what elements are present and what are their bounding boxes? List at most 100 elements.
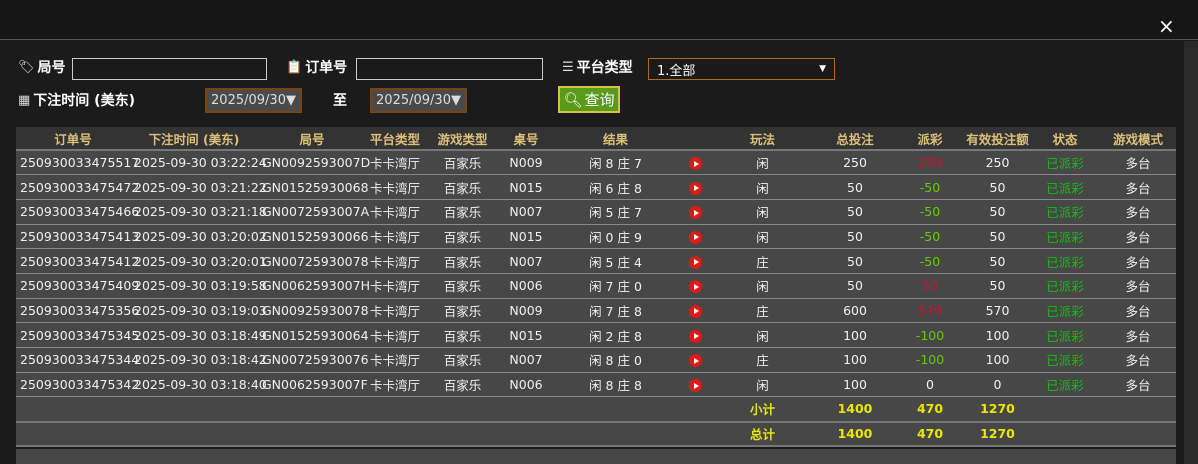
bet-option-cell: 闲: [710, 322, 815, 348]
status-cell: 已派彩: [1030, 150, 1100, 176]
total-valid-bet: 1270: [965, 421, 1030, 448]
bet-time-cell: 2025-09-30 03:18:40: [130, 372, 267, 398]
play-video-icon[interactable]: [688, 181, 702, 195]
play-video-icon[interactable]: [688, 354, 702, 368]
platform-cell: 卡卡湾厅: [366, 273, 424, 299]
video-cell[interactable]: [680, 199, 710, 225]
date-to-select[interactable]: 2025/09/30 ▼: [370, 88, 467, 113]
valid-bet-cell: 250: [965, 150, 1030, 176]
date-to-value: 2025/09/30: [376, 93, 451, 108]
table-no-cell: N009: [501, 298, 551, 324]
video-cell[interactable]: [680, 347, 710, 373]
bet-time-cell: 2025-09-30 03:22:24: [130, 150, 267, 176]
query-button[interactable]: 🔍︎ 查询: [558, 86, 620, 113]
subtotal-label: 小计: [710, 396, 815, 423]
scrollbar[interactable]: [1184, 41, 1198, 464]
result-cell: 闲 7 庄 0: [551, 273, 680, 299]
status-cell: 已派彩: [1030, 199, 1100, 225]
date-from-select[interactable]: 2025/09/30 ▼: [205, 88, 302, 113]
platform-label: ☰ 平台类型: [562, 57, 633, 77]
play-video-icon[interactable]: [688, 280, 702, 294]
table-no-cell: N007: [501, 199, 551, 225]
total-payout: 470: [895, 421, 965, 448]
platform-cell: 卡卡湾厅: [366, 322, 424, 348]
bet-option-cell: 庄: [710, 298, 815, 324]
table-no-cell: N006: [501, 372, 551, 398]
close-button[interactable]: ×: [1158, 14, 1175, 38]
video-cell[interactable]: [680, 322, 710, 348]
empty-cell: [366, 421, 424, 448]
play-video-icon[interactable]: [688, 255, 702, 269]
column-header: 总投注: [815, 127, 895, 151]
play-video-icon[interactable]: [688, 157, 702, 171]
play-video-icon[interactable]: [688, 329, 702, 343]
platform-cell: 卡卡湾厅: [366, 298, 424, 324]
bet-option-cell: 闲: [710, 174, 815, 200]
play-video-icon[interactable]: [688, 230, 702, 244]
total-bet-cell: 100: [815, 347, 895, 373]
bet-time-cell: 2025-09-30 03:18:49: [130, 322, 267, 348]
valid-bet-cell: 100: [965, 322, 1030, 348]
query-label: 查询: [584, 91, 615, 109]
order-input[interactable]: [356, 58, 543, 80]
total-label: 总计: [710, 421, 815, 448]
clipboard-icon: 📋: [286, 59, 303, 75]
search-icon: 🔍︎: [563, 90, 583, 109]
valid-bet-cell: 570: [965, 298, 1030, 324]
platform-cell: 卡卡湾厅: [366, 372, 424, 398]
round-input[interactable]: [72, 58, 267, 80]
empty-cell: [424, 421, 501, 448]
result-cell: 闲 2 庄 8: [551, 322, 680, 348]
round-id-cell: GN01525930066: [258, 224, 369, 250]
video-cell[interactable]: [680, 248, 710, 274]
table-no-cell: N015: [501, 174, 551, 200]
status-cell: 已派彩: [1030, 224, 1100, 250]
empty-cell: [258, 396, 366, 423]
table-row: 250930033475409 2025-09-30 03:19:58 GN0062…: [16, 273, 1176, 299]
bet-option-cell: 闲: [710, 224, 815, 250]
payout-cell: -100: [895, 347, 965, 373]
subtotal-row: 小计 1400 470 1270: [16, 396, 1176, 423]
status-cell: 已派彩: [1030, 372, 1100, 398]
status-cell: 已派彩: [1030, 347, 1100, 373]
play-video-icon[interactable]: [688, 206, 702, 220]
video-cell[interactable]: [680, 174, 710, 200]
order-id-cell: 250930033475409: [16, 273, 139, 299]
empty-cell: [130, 421, 258, 448]
video-cell[interactable]: [680, 372, 710, 398]
play-video-icon[interactable]: [688, 304, 702, 318]
column-header: 桌号: [501, 127, 551, 151]
column-header: 状态: [1030, 127, 1100, 151]
column-header: 游戏类型: [424, 127, 501, 151]
video-cell[interactable]: [680, 150, 710, 176]
empty-cell: [501, 421, 551, 448]
empty-cell: [551, 421, 680, 448]
game-mode-cell: 多台: [1100, 199, 1176, 225]
video-cell[interactable]: [680, 298, 710, 324]
game-mode-cell: 多台: [1100, 298, 1176, 324]
order-label: 📋 订单号: [286, 57, 347, 77]
column-header: 平台类型: [366, 127, 424, 151]
video-cell[interactable]: [680, 224, 710, 250]
order-id-cell: 250930033475517: [16, 150, 139, 176]
payout-cell: -50: [895, 248, 965, 274]
game-mode-cell: 多台: [1100, 372, 1176, 398]
empty-cell: [1100, 421, 1176, 448]
result-cell: 闲 5 庄 7: [551, 199, 680, 225]
round-label: 🏷 局号: [18, 57, 66, 77]
table-row: 250930033475356 2025-09-30 03:19:03 GN0092…: [16, 298, 1176, 324]
total-bet-cell: 600: [815, 298, 895, 324]
tag-icon: 🏷: [18, 59, 35, 75]
empty-cell: [1030, 396, 1100, 423]
platform-select[interactable]: 1.全部 ▼: [648, 58, 835, 80]
table-row: 250930033475517 2025-09-30 03:22:24 GN0092…: [16, 150, 1176, 176]
valid-bet-cell: 50: [965, 248, 1030, 274]
column-header: 结果: [551, 127, 680, 151]
table-no-cell: N009: [501, 150, 551, 176]
video-cell[interactable]: [680, 273, 710, 299]
bet-time-cell: 2025-09-30 03:19:03: [130, 298, 267, 324]
play-video-icon[interactable]: [688, 379, 702, 393]
round-label-text: 局号: [37, 60, 66, 76]
bet-time-cell: 2025-09-30 03:19:58: [130, 273, 267, 299]
empty-cell: [551, 396, 680, 423]
